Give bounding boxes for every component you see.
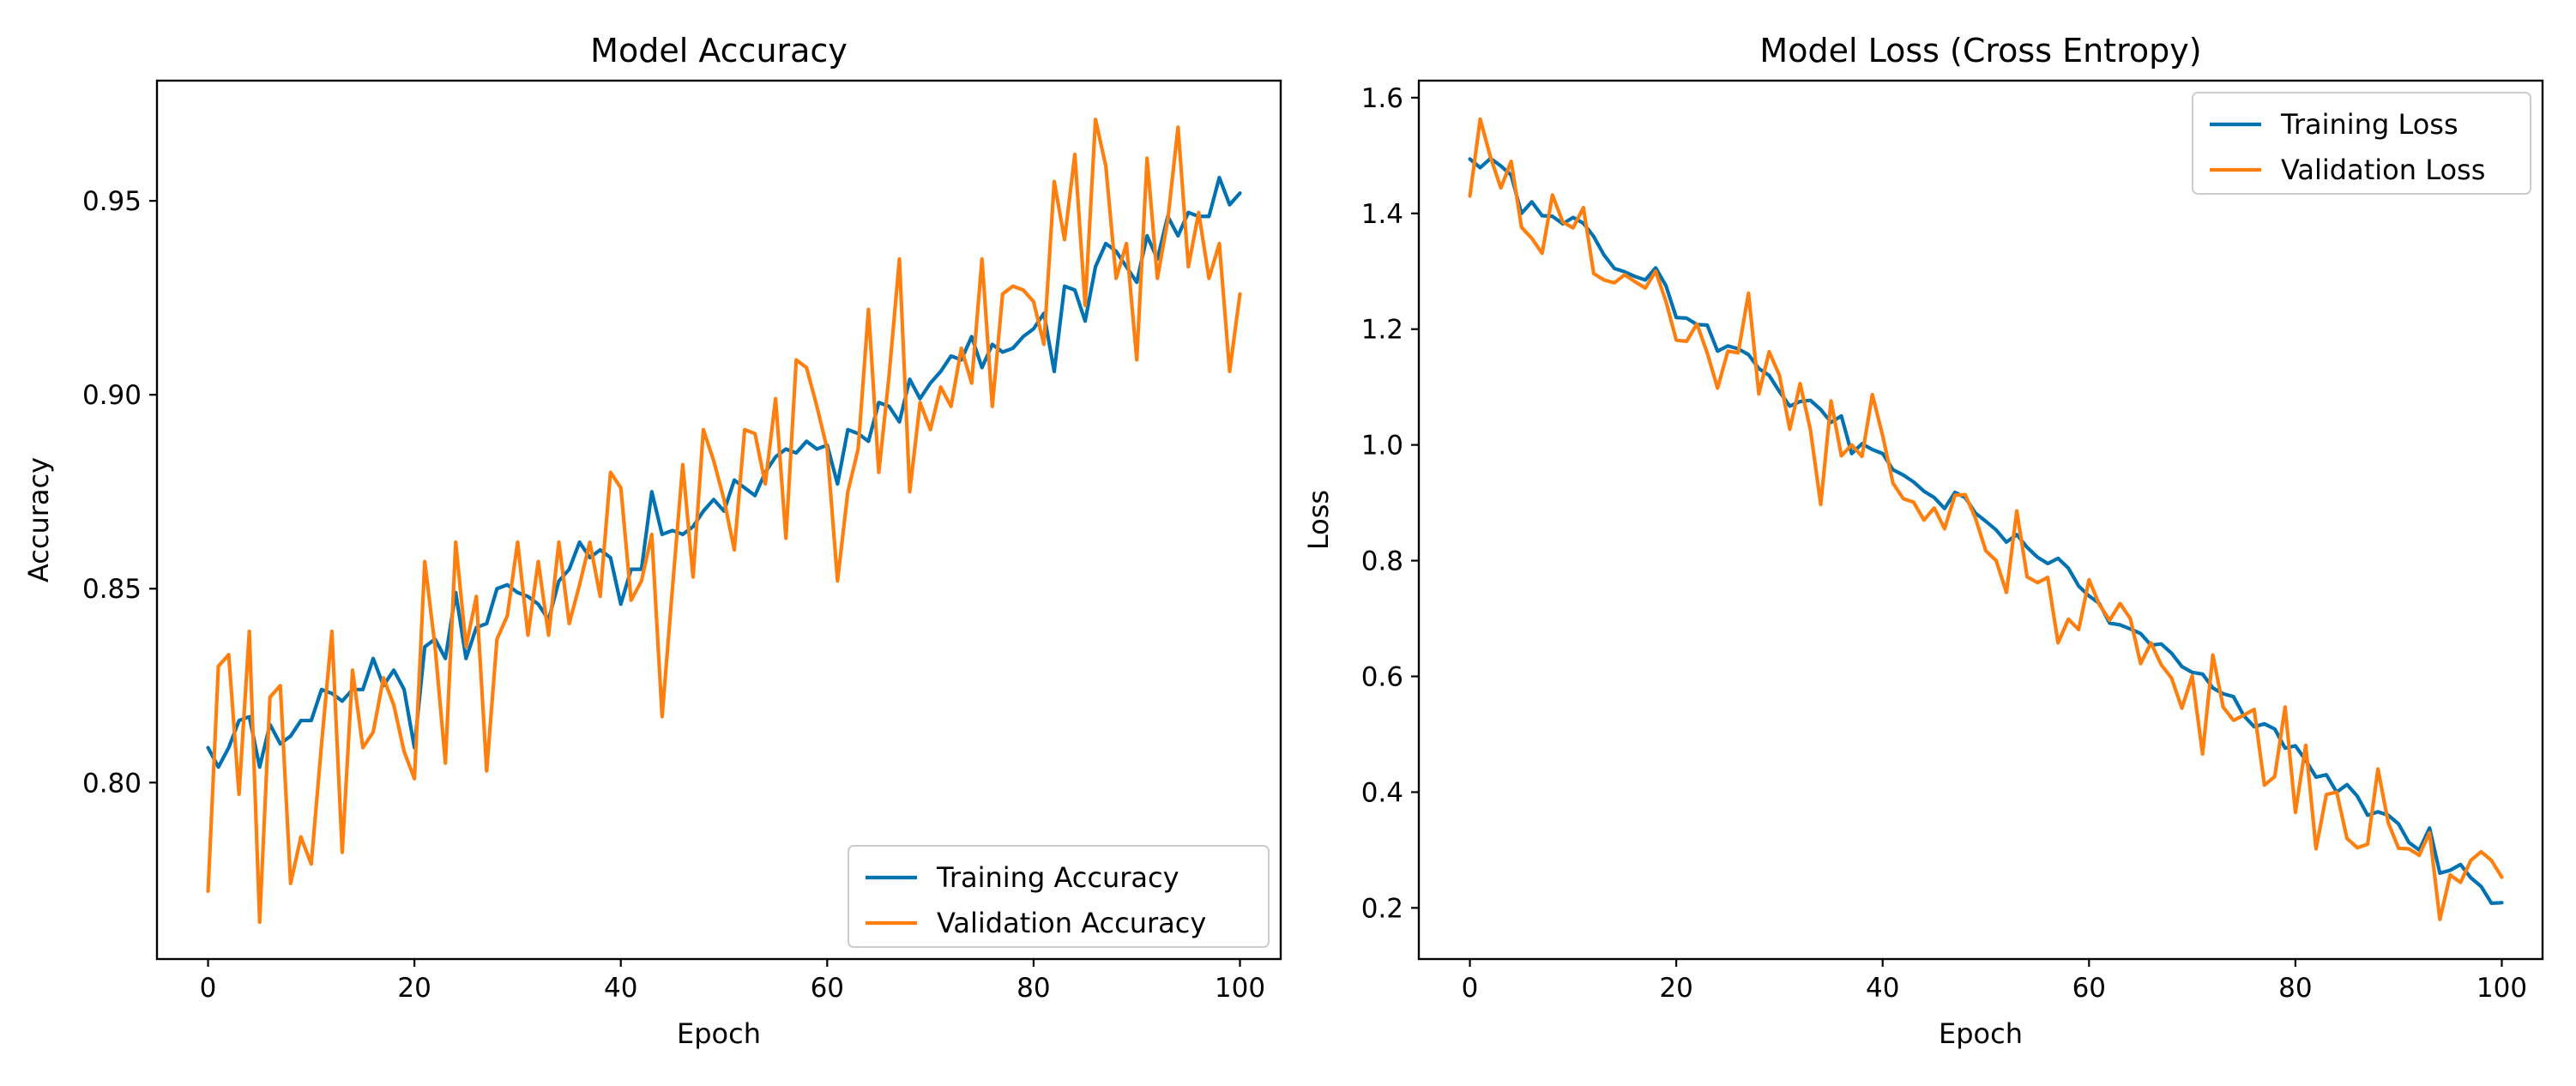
accuracy-chart-title: Model Accuracy [590, 32, 848, 69]
accuracy-y-tick-label: 0.95 [82, 186, 142, 217]
loss-x-tick-label: 40 [1866, 973, 1899, 1004]
loss-x-tick-label: 60 [2072, 973, 2106, 1004]
loss-plot-frame [1417, 79, 2544, 961]
accuracy-x-tick-label: 100 [1215, 973, 1265, 1004]
accuracy-y-axis-label: Accuracy [22, 457, 55, 582]
loss-legend-training-label: Training Loss [2280, 108, 2458, 141]
loss-y-tick-label: 1.2 [1361, 315, 1403, 346]
loss-legend [2192, 92, 2531, 195]
accuracy-x-axis-label: Epoch [677, 1017, 761, 1050]
loss-x-axis-label: Epoch [1939, 1017, 2023, 1050]
accuracy-y-tick-label: 0.80 [82, 768, 142, 799]
accuracy-plot-frame [155, 79, 1282, 961]
accuracy-y-tick-label: 0.90 [82, 380, 142, 411]
loss-y-tick-label: 1.6 [1361, 83, 1403, 114]
accuracy-legend-training-label: Training Accuracy [936, 861, 1179, 894]
loss-legend-validation-label: Validation Loss [2281, 154, 2485, 186]
loss-y-tick-label: 0.8 [1361, 546, 1403, 577]
accuracy-x-tick-label: 0 [200, 973, 217, 1004]
accuracy-chart: 0 20 40 60 80 100 0.80 0.85 0.90 0.95 Model Accura… [22, 32, 1282, 1050]
loss-y-tick-label: 1.0 [1361, 431, 1403, 462]
loss-validation-line [1468, 117, 2504, 921]
loss-training-line [1468, 156, 2504, 906]
loss-y-tick-label: 0.4 [1361, 777, 1403, 808]
loss-y-tick-label: 1.4 [1361, 199, 1403, 230]
accuracy-validation-line [206, 118, 1242, 925]
accuracy-x-tick-label: 20 [397, 973, 431, 1004]
accuracy-legend [848, 845, 1270, 948]
accuracy-legend-validation-label: Validation Accuracy [937, 907, 1206, 939]
loss-y-tick-label: 0.2 [1361, 893, 1403, 924]
accuracy-x-tick-label: 60 [811, 973, 844, 1004]
accuracy-training-line [206, 175, 1242, 769]
accuracy-x-tick-label: 80 [1017, 973, 1050, 1004]
loss-x-tick-label: 0 [1462, 973, 1479, 1004]
loss-x-tick-label: 80 [2278, 973, 2312, 1004]
loss-x-tick-label: 100 [2476, 973, 2527, 1004]
loss-y-axis-label: Loss [1302, 490, 1335, 550]
loss-x-tick-label: 20 [1659, 973, 1692, 1004]
loss-y-tick-label: 0.6 [1361, 661, 1403, 692]
accuracy-y-tick-label: 0.85 [82, 574, 142, 605]
loss-chart: 0 20 40 60 80 100 0.2 0.4 0.6 0.8 1.0 1.2 1.4 1.6 Mode… [1302, 32, 2544, 1050]
loss-chart-title: Model Loss (Cross Entropy) [1759, 32, 2201, 69]
accuracy-x-tick-label: 40 [604, 973, 637, 1004]
